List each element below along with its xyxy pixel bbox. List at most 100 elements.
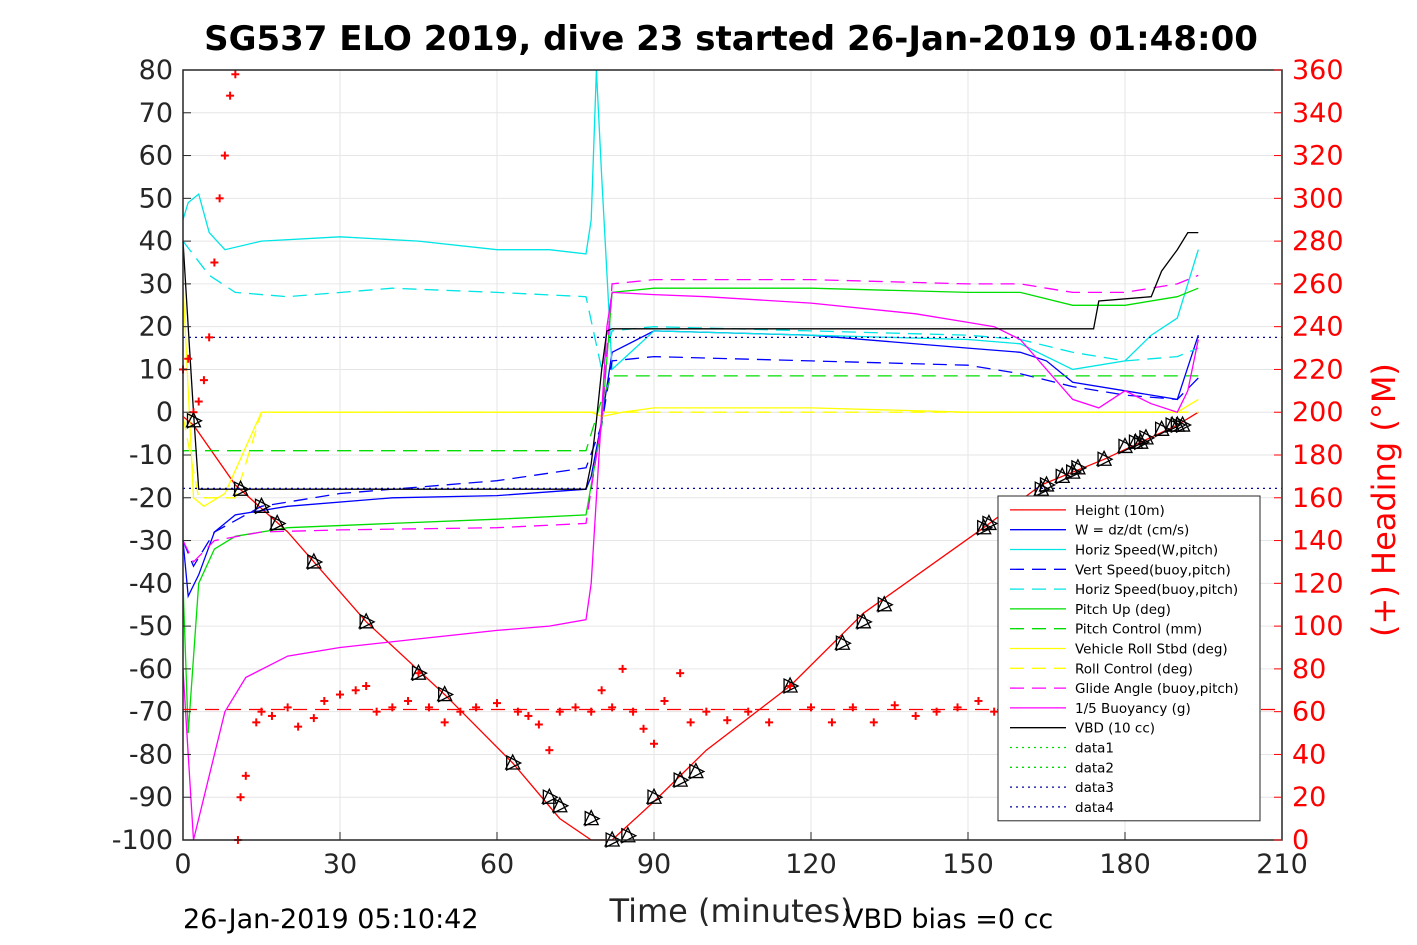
triangle-marker: [1038, 475, 1056, 493]
legend-item: data2: [1010, 760, 1114, 776]
y-tick-label: -30: [129, 526, 173, 557]
heading-marker: [686, 718, 695, 727]
heading-marker: [911, 711, 920, 720]
triangle-marker: [253, 496, 271, 515]
heading-marker: [309, 714, 318, 723]
heading-marker: [545, 746, 554, 755]
legend-label: W = dz/dt (cm/s): [1075, 523, 1189, 539]
triangle-marker: [834, 633, 852, 652]
legend-item: Height (10m): [1010, 503, 1165, 519]
series-line-11: [182, 231, 1199, 490]
x-tick-label: 30: [323, 849, 357, 880]
heading-marker: [660, 696, 669, 705]
heading-marker: [362, 682, 371, 690]
heading-marker: [827, 718, 836, 727]
series-layer: [182, 69, 1282, 841]
legend-item: Horiz Speed(buoy,pitch): [1010, 582, 1238, 598]
footer-vbd-bias: VBD bias =0 cc: [845, 904, 1053, 935]
legend-item: W = dz/dt (cm/s): [1010, 523, 1189, 539]
heading-marker: [294, 722, 303, 731]
legend-label: data3: [1075, 780, 1114, 796]
heading-marker: [257, 707, 266, 716]
heading-marker: [744, 707, 753, 716]
heading-marker: [456, 707, 465, 716]
heading-marker: [220, 151, 229, 160]
x-tick-label: 60: [480, 849, 514, 880]
y-tick-label: -50: [129, 611, 173, 642]
right-tick-label: 60: [1292, 697, 1326, 728]
heading-marker: [210, 258, 219, 267]
x-axis-label: Time (minutes): [609, 892, 853, 930]
series-line-5: [182, 287, 1199, 734]
heading-marker: [372, 707, 381, 716]
triangle-marker: [1069, 458, 1088, 476]
triangle-marker: [410, 663, 428, 682]
triangle-marker: [269, 513, 287, 532]
right-tick-label: 200: [1292, 397, 1344, 428]
x-tick-label: 0: [174, 849, 191, 880]
legend-label: Vert Speed(buoy,pitch): [1075, 562, 1231, 578]
heading-marker: [765, 718, 774, 727]
series-line-0: [182, 411, 1199, 841]
legend-item: data3: [1010, 780, 1114, 796]
y-tick-label: 80: [139, 55, 173, 86]
series-line-9: [182, 274, 1199, 564]
right-tick-label: 140: [1292, 526, 1344, 557]
right-tick-label: 220: [1292, 354, 1344, 385]
y-tick-label: 40: [139, 226, 173, 257]
triangle-marker: [1137, 428, 1156, 446]
right-tick-label: 240: [1292, 312, 1344, 343]
triangle-marker: [876, 595, 894, 613]
y-tick-label: -40: [129, 568, 173, 599]
x-tick-label: 150: [942, 849, 994, 880]
heading-marker: [252, 718, 261, 727]
legend-label: data1: [1075, 741, 1114, 757]
triangle-marker: [1116, 436, 1135, 455]
heading-marker: [807, 703, 815, 712]
triangle-marker: [855, 612, 873, 630]
heading-marker: [404, 696, 413, 705]
legend-item: Horiz Speed(W,pitch): [1010, 543, 1218, 559]
legend-item: data4: [1010, 800, 1114, 816]
heading-marker: [351, 686, 360, 695]
heading-marker: [493, 699, 501, 708]
right-tick-label: 340: [1292, 98, 1344, 129]
heading-marker: [597, 686, 606, 695]
triangle-marker: [551, 796, 570, 814]
right-tick-label: 120: [1292, 568, 1344, 599]
triangle-marker: [782, 676, 800, 695]
y-tick-label: 30: [139, 269, 173, 300]
legend-label: Roll Control (deg): [1075, 661, 1193, 677]
y-tick-label: 10: [139, 354, 173, 385]
heading-marker: [618, 664, 627, 673]
heading-marker: [513, 707, 522, 716]
heading-marker: [571, 703, 580, 712]
series-line-3: [182, 355, 1199, 568]
triangle-marker: [1153, 419, 1172, 438]
heading-marker: [388, 703, 397, 712]
heading-marker: [226, 91, 235, 100]
heading-marker: [702, 707, 711, 716]
triangle-marker: [541, 787, 559, 806]
triangle-marker: [672, 770, 690, 789]
triangle-marker: [619, 826, 638, 844]
legend-label: Horiz Speed(buoy,pitch): [1075, 582, 1238, 598]
heading-marker: [215, 194, 224, 203]
series-line-2: [182, 69, 1199, 371]
heading-marker: [184, 354, 193, 363]
y-tick-label: -10: [129, 440, 173, 471]
heading-marker: [283, 703, 292, 712]
heading-marker: [555, 707, 564, 716]
chart-title: SG537 ELO 2019, dive 23 started 26-Jan-2…: [204, 19, 1258, 59]
right-tick-label: 80: [1292, 654, 1326, 685]
x-tick-label: 90: [637, 849, 671, 880]
triangle-marker: [305, 552, 324, 570]
heading-marker: [472, 703, 481, 712]
triangle-marker: [232, 479, 251, 498]
marker-layer: [185, 411, 1193, 849]
legend-item: Pitch Up (deg): [1010, 602, 1171, 618]
heading-marker: [990, 707, 999, 716]
legend-item: Pitch Control (mm): [1010, 622, 1202, 638]
legend-item: VBD (10 cc): [1010, 721, 1155, 737]
y-tick-label: 0: [156, 397, 173, 428]
